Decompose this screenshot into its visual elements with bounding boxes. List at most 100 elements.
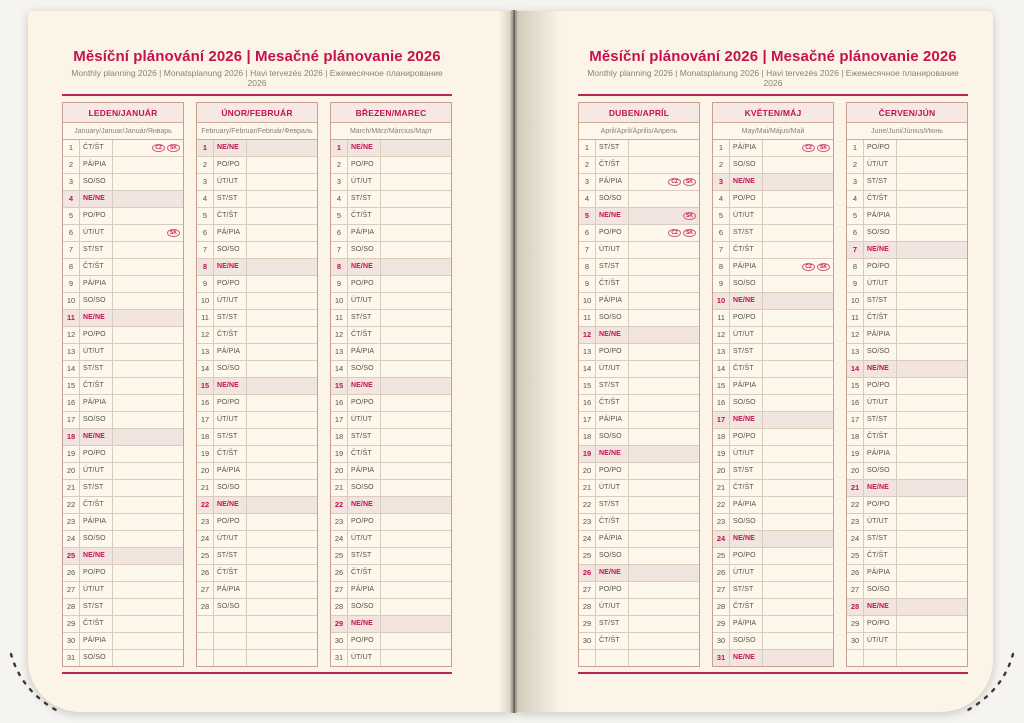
day-abbrev: ST/ST (347, 429, 381, 445)
day-number: 1 (202, 143, 208, 152)
day-row: 15 PÁ/PIA (713, 378, 833, 395)
day-number: 10 (200, 296, 210, 305)
notes-cell (629, 548, 699, 564)
day-row: 25 PO/PO (713, 548, 833, 565)
day-abbrev: PO/PO (347, 633, 381, 649)
day-abbrev: NE/NE (595, 327, 629, 343)
day-abbrev: ČT/ŠT (213, 565, 247, 581)
day-row: 15 ČT/ŠT (63, 378, 183, 395)
empty-row (197, 650, 317, 666)
day-abbrev: SO/SO (213, 361, 247, 377)
day-abbrev: ÚT/UT (79, 582, 113, 598)
day-abbrev: ČT/ŠT (729, 599, 763, 615)
notes-cell (897, 259, 967, 275)
day-number: 21 (334, 483, 344, 492)
notes-cell (113, 480, 183, 496)
day-number: 10 (66, 296, 76, 305)
day-abbrev: ÚT/UT (347, 412, 381, 428)
day-abbrev: PÁ/PIA (729, 616, 763, 632)
day-number: 4 (718, 194, 724, 203)
day-row: 26 ČT/ŠT (331, 565, 451, 582)
day-number: 7 (336, 245, 342, 254)
day-number (197, 633, 213, 649)
notes-cell (381, 565, 451, 581)
day-number: 17 (716, 415, 726, 424)
day-abbrev: SO/SO (595, 191, 629, 207)
notes-cell (629, 565, 699, 581)
day-number: 21 (200, 483, 210, 492)
notes-cell (897, 446, 967, 462)
notes-cell (381, 599, 451, 615)
day-number: 12 (582, 330, 592, 339)
notes-cell (763, 650, 833, 666)
day-abbrev: ÚT/UT (79, 225, 113, 241)
notes-cell (113, 599, 183, 615)
day-row: 9 ÚT/UT (847, 276, 967, 293)
day-row: 26 ČT/ŠT (197, 565, 317, 582)
day-abbrev: NE/NE (729, 412, 763, 428)
day-number: 17 (200, 415, 210, 424)
day-row: 25 ST/ST (331, 548, 451, 565)
notes-cell (897, 140, 967, 156)
day-number: 10 (850, 296, 860, 305)
day-number: 3 (852, 177, 858, 186)
day-row: 2 ČT/ŠT (579, 157, 699, 174)
day-abbrev: PO/PO (347, 514, 381, 530)
day-number: 20 (850, 466, 860, 475)
day-row: 6 PÁ/PIA (331, 225, 451, 242)
day-row: 27 SO/SO (847, 582, 967, 599)
day-row: 28 ST/ST (63, 599, 183, 616)
day-number: 27 (200, 585, 210, 594)
notes-cell (897, 616, 967, 632)
notes-cell (763, 633, 833, 649)
day-row: 12 ÚT/UT (713, 327, 833, 344)
day-row: 27 ST/ST (713, 582, 833, 599)
day-row: 2 PO/PO (197, 157, 317, 174)
day-number: 17 (66, 415, 76, 424)
notes-cell (247, 633, 317, 649)
notes-cell: CZ SK (629, 225, 699, 241)
day-abbrev: PÁ/PIA (729, 497, 763, 513)
notes-cell (113, 514, 183, 530)
day-abbrev: PO/PO (863, 140, 897, 156)
day-number (847, 650, 863, 666)
notes-cell (381, 327, 451, 343)
day-row: 25 NE/NE (63, 548, 183, 565)
day-number: 9 (336, 279, 342, 288)
notes-cell (629, 514, 699, 530)
day-row: 22 NE/NE (197, 497, 317, 514)
day-row: 9 SO/SO (713, 276, 833, 293)
notes-cell (113, 633, 183, 649)
top-rule (62, 94, 452, 96)
notes-cell (763, 582, 833, 598)
notes-cell (629, 599, 699, 615)
day-row: 8 ČT/ŠT (63, 259, 183, 276)
notes-cell (247, 259, 317, 275)
day-number: 23 (200, 517, 210, 526)
notes-cell (897, 395, 967, 411)
month-table: DUBEN/APRÍL April/April/Április/Апрель 1 ST… (578, 102, 700, 667)
day-number: 15 (334, 381, 344, 390)
day-abbrev: ÚT/UT (347, 293, 381, 309)
day-row: 6 ST/ST (713, 225, 833, 242)
day-number: 18 (66, 432, 76, 441)
notes-cell (629, 140, 699, 156)
notes-cell (247, 361, 317, 377)
notes-cell: SK (629, 208, 699, 224)
notes-cell (381, 242, 451, 258)
day-abbrev: SO/SO (347, 361, 381, 377)
day-abbrev: ÚT/UT (347, 650, 381, 666)
day-row: 22 NE/NE (331, 497, 451, 514)
day-abbrev: ČT/ŠT (213, 208, 247, 224)
day-row: 10 PÁ/PIA (579, 293, 699, 310)
day-number: 19 (850, 449, 860, 458)
day-abbrev: ST/ST (347, 310, 381, 326)
day-abbrev: PÁ/PIA (729, 259, 763, 275)
notes-cell (381, 259, 451, 275)
notes-cell (897, 191, 967, 207)
day-abbrev: ÚT/UT (595, 599, 629, 615)
day-row: 7 ÚT/UT (579, 242, 699, 259)
day-number: 26 (716, 568, 726, 577)
day-abbrev: PÁ/PIA (595, 174, 629, 190)
day-row: 11 ST/ST (197, 310, 317, 327)
